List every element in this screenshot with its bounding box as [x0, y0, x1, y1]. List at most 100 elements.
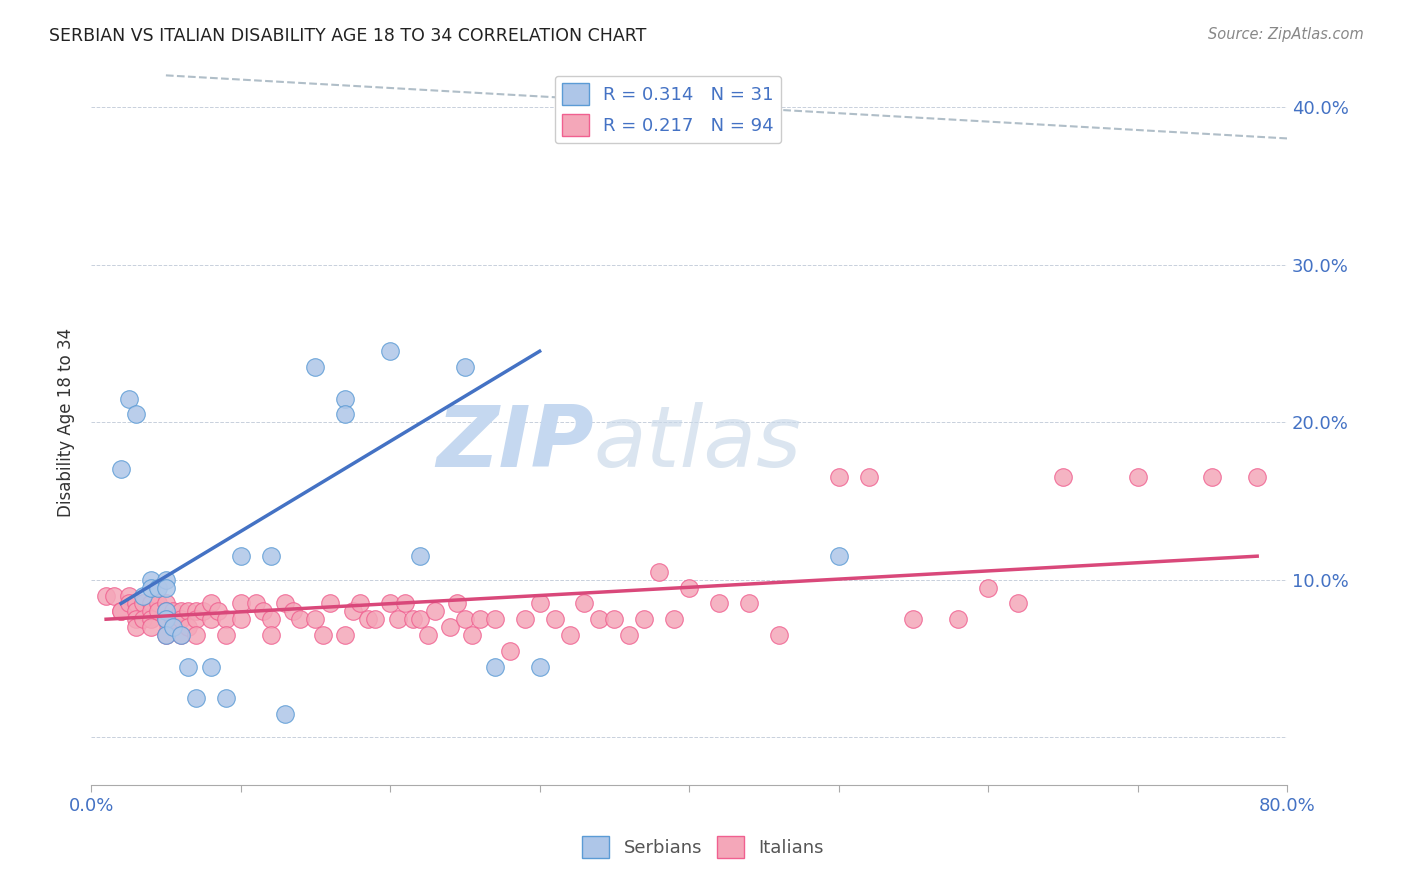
Point: [139, 573, 162, 587]
Point: [229, 597, 252, 611]
Point: [499, 644, 522, 658]
Point: [558, 108, 581, 122]
Point: [290, 612, 312, 626]
Point: [207, 604, 229, 618]
Point: [574, 597, 596, 611]
Point: [335, 628, 357, 642]
Point: [304, 612, 326, 626]
Point: [423, 604, 446, 618]
Point: [603, 612, 626, 626]
Legend: R = 0.314   N = 31, R = 0.217   N = 94: R = 0.314 N = 31, R = 0.217 N = 94: [554, 76, 782, 144]
Point: [416, 628, 439, 642]
Point: [117, 589, 139, 603]
Point: [117, 392, 139, 406]
Point: [409, 612, 432, 626]
Point: [125, 597, 148, 611]
Point: [619, 628, 641, 642]
Point: [117, 597, 139, 611]
Point: [193, 604, 215, 618]
Point: [162, 604, 184, 618]
Point: [468, 612, 491, 626]
Point: [229, 612, 252, 626]
Point: [349, 597, 371, 611]
Point: [977, 581, 1000, 595]
Point: [155, 604, 177, 618]
Point: [648, 565, 671, 579]
Point: [394, 597, 416, 611]
Point: [215, 691, 238, 706]
Point: [401, 612, 423, 626]
Point: [125, 620, 148, 634]
Point: [148, 604, 170, 618]
Point: [184, 628, 207, 642]
Point: [155, 581, 177, 595]
Point: [827, 549, 849, 564]
Point: [378, 344, 401, 359]
Point: [245, 597, 267, 611]
Point: [588, 612, 610, 626]
Point: [170, 628, 193, 642]
Point: [155, 604, 177, 618]
Point: [768, 628, 790, 642]
Point: [110, 462, 132, 476]
Point: [558, 628, 581, 642]
Point: [162, 612, 184, 626]
Point: [1201, 470, 1223, 484]
Point: [103, 589, 125, 603]
Point: [170, 612, 193, 626]
Point: [454, 612, 477, 626]
Point: [1007, 597, 1029, 611]
Point: [155, 628, 177, 642]
Point: [513, 612, 536, 626]
Point: [738, 597, 761, 611]
Point: [94, 589, 117, 603]
Point: [229, 549, 252, 564]
Point: [148, 581, 170, 595]
Text: ZIP: ZIP: [436, 402, 593, 485]
Point: [259, 628, 281, 642]
Point: [1052, 470, 1074, 484]
Point: [259, 549, 281, 564]
Point: [155, 612, 177, 626]
Point: [139, 581, 162, 595]
Point: [148, 597, 170, 611]
Point: [335, 407, 357, 421]
Point: [184, 612, 207, 626]
Point: [274, 597, 297, 611]
Point: [110, 604, 132, 618]
Point: [252, 604, 274, 618]
Point: [543, 612, 565, 626]
Point: [125, 612, 148, 626]
Text: atlas: atlas: [593, 402, 801, 485]
Point: [155, 628, 177, 642]
Point: [170, 604, 193, 618]
Point: [409, 549, 432, 564]
Point: [335, 392, 357, 406]
Point: [903, 612, 925, 626]
Point: [827, 470, 849, 484]
Point: [162, 620, 184, 634]
Point: [139, 604, 162, 618]
Point: [319, 597, 342, 611]
Point: [170, 628, 193, 642]
Point: [215, 628, 238, 642]
Point: [132, 612, 155, 626]
Point: [200, 659, 222, 673]
Point: [364, 612, 387, 626]
Point: [461, 628, 484, 642]
Point: [155, 597, 177, 611]
Point: [1246, 470, 1268, 484]
Point: [357, 612, 380, 626]
Point: [155, 612, 177, 626]
Point: [110, 604, 132, 618]
Point: [215, 612, 238, 626]
Point: [948, 612, 970, 626]
Point: [484, 612, 506, 626]
Point: [312, 628, 335, 642]
Text: Source: ZipAtlas.com: Source: ZipAtlas.com: [1208, 27, 1364, 42]
Point: [707, 597, 730, 611]
Point: [139, 620, 162, 634]
Point: [454, 359, 477, 374]
Point: [633, 612, 655, 626]
Point: [139, 597, 162, 611]
